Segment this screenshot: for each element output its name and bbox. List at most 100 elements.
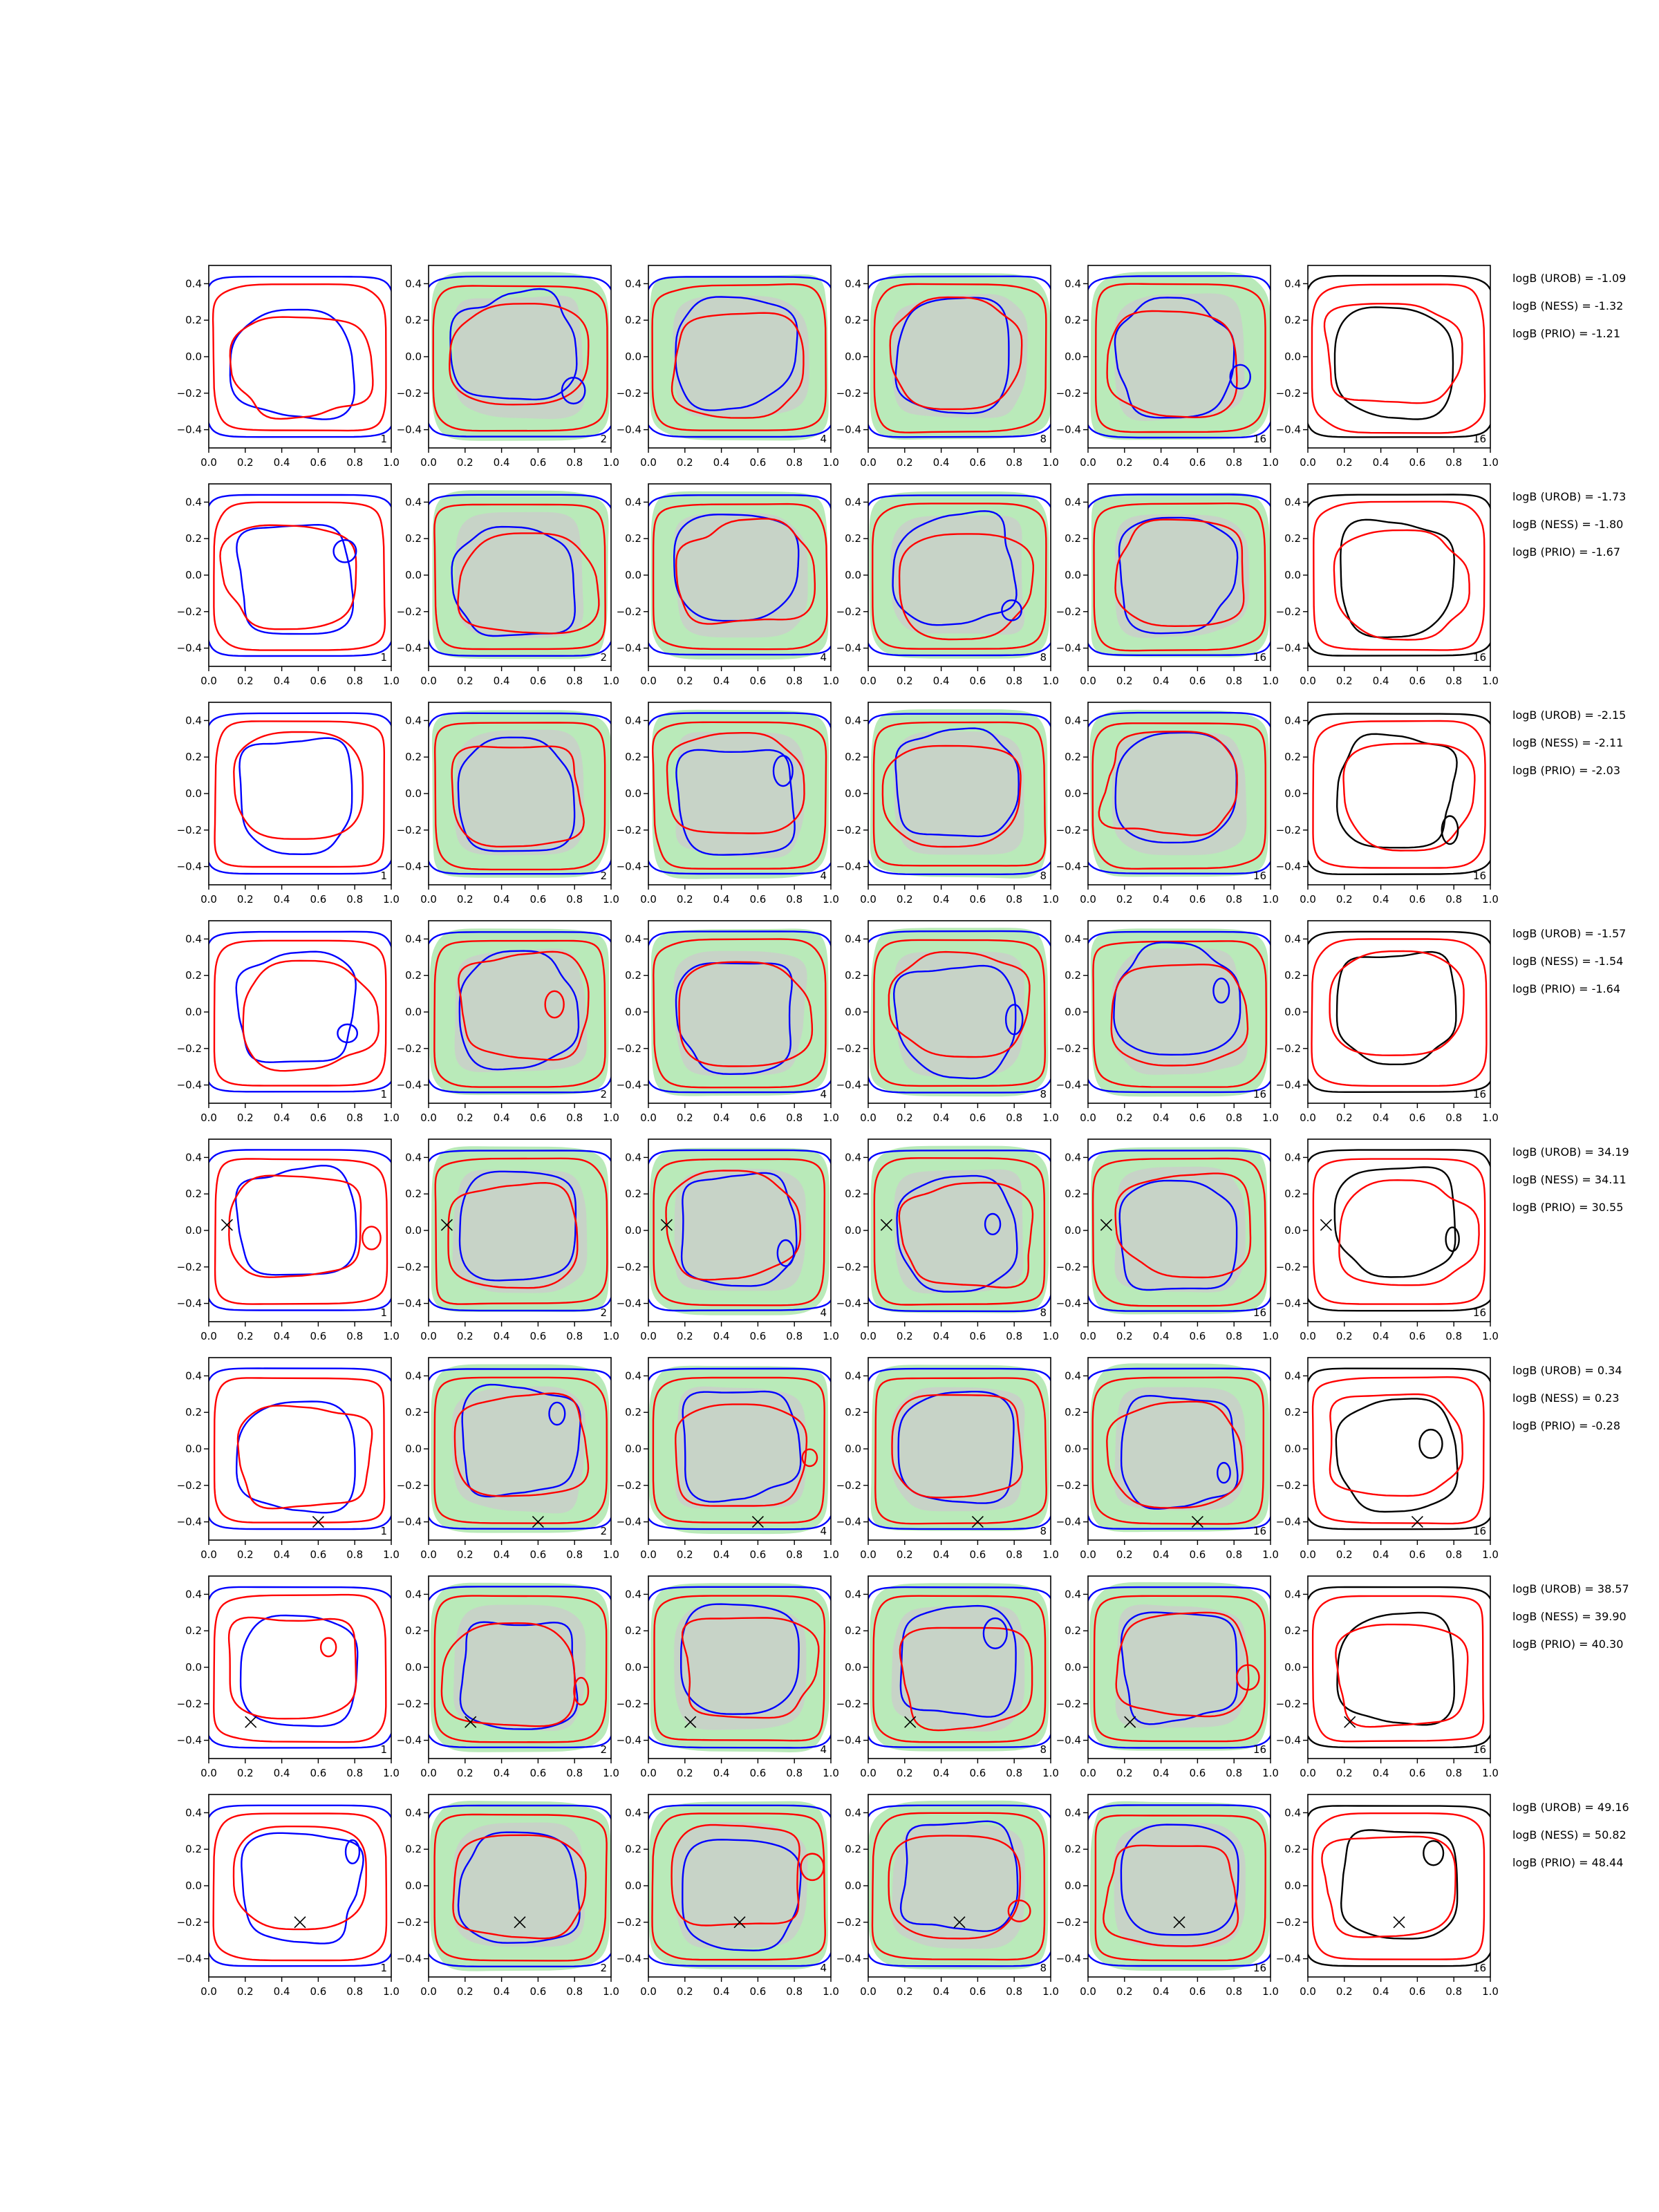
y-tick-label: −0.4 — [1056, 1734, 1081, 1747]
y-tick-label: 0.4 — [845, 1588, 861, 1600]
contour-inner-a — [1333, 306, 1454, 420]
column-tag: 16 — [1253, 1306, 1266, 1319]
x-tick-label: 0.2 — [1116, 1330, 1133, 1342]
contour-outer-a — [1088, 930, 1271, 1094]
x-tick-label: 0.2 — [897, 456, 913, 469]
contour-inner-b — [440, 1622, 576, 1727]
cross-marker — [1320, 1219, 1332, 1231]
x-tick-label: 0.6 — [1189, 456, 1206, 469]
x-tick-label: 1.0 — [1042, 1548, 1059, 1561]
x-tick-label: 0.2 — [237, 1985, 254, 1998]
contour-outer-a — [209, 1804, 391, 1967]
contour-outer-a — [209, 494, 391, 657]
contour-inner-b — [888, 950, 1031, 1058]
y-tick-label: 0.4 — [1284, 496, 1301, 508]
contour-outer-b — [1091, 1157, 1267, 1307]
x-tick-label: 0.6 — [529, 1330, 546, 1342]
bayes-factor-label: logB (UROB) = -1.57 — [1512, 927, 1626, 940]
x-tick-label: 0.2 — [897, 1985, 913, 1998]
x-tick-label: 0.0 — [420, 1548, 437, 1561]
x-tick-label: 0.6 — [969, 1985, 986, 1998]
column-tag: 8 — [1040, 1743, 1047, 1756]
contour-inner-a — [1114, 297, 1235, 419]
y-tick-label: −0.4 — [617, 1297, 641, 1310]
panel-frame — [208, 702, 392, 885]
column-tag: 1 — [380, 1743, 387, 1756]
bayes-factor-label: logB (NESS) = 34.11 — [1512, 1173, 1627, 1186]
x-tick-label: 1.0 — [823, 1112, 839, 1124]
contour-outer-a — [1308, 1149, 1490, 1312]
x-tick-label: 0.8 — [1445, 1330, 1462, 1342]
panel-r5-c2: 0.0 0.2 0.4 0.6 0.8 1.0 0.4 0.2 0.0 −0.2 −0.4 2 — [397, 1138, 619, 1342]
contour-island — [1007, 1900, 1031, 1922]
y-tick-label: 0.2 — [845, 1188, 861, 1200]
x-tick-label: 1.0 — [1042, 893, 1059, 906]
panel-r6-c2: 0.0 0.2 0.4 0.6 0.8 1.0 0.4 0.2 0.0 −0.2 −0.4 2 — [397, 1357, 619, 1561]
x-tick-label: 0.6 — [310, 1985, 326, 1998]
contour-outer-b — [653, 1595, 826, 1742]
contour-inner-b — [447, 1181, 579, 1289]
x-tick-label: 1.0 — [383, 456, 400, 469]
contour-inner-b — [1115, 1611, 1250, 1718]
cross-marker — [904, 1716, 917, 1728]
x-tick-label: 0.4 — [494, 456, 510, 469]
contour-island — [800, 1853, 825, 1882]
bayes-factor-label: logB (PRIO) = -1.64 — [1512, 982, 1620, 995]
y-tick-label: 0.2 — [845, 314, 861, 326]
y-tick-label: 0.0 — [845, 1443, 861, 1455]
contour-inner-a — [235, 1164, 357, 1276]
contour-inner-a — [238, 737, 353, 856]
bayes-factor-label: logB (NESS) = 39.90 — [1512, 1610, 1627, 1623]
x-tick-label: 0.4 — [494, 1548, 510, 1561]
x-tick-label: 1.0 — [603, 456, 619, 469]
y-tick-label: 0.0 — [405, 569, 422, 581]
contour-outer-b — [214, 1158, 388, 1305]
contour-inner-b — [1114, 1172, 1252, 1279]
column-tag: 8 — [1040, 1962, 1047, 1974]
x-tick-label: 0.0 — [860, 1112, 877, 1124]
y-tick-label: −0.4 — [1056, 1953, 1081, 1965]
column-tag: 4 — [820, 1743, 827, 1756]
contour-island — [332, 538, 357, 563]
contour-outer-a — [1088, 1586, 1271, 1749]
y-tick-label: −0.2 — [397, 1479, 422, 1492]
y-tick-label: 0.2 — [1065, 751, 1081, 763]
y-tick-label: −0.2 — [836, 1916, 861, 1929]
x-tick-label: 0.6 — [1409, 1112, 1425, 1124]
column-tag: 16 — [1473, 1306, 1486, 1319]
x-tick-label: 0.6 — [969, 456, 986, 469]
y-tick-label: 0.2 — [845, 1624, 861, 1637]
x-tick-label: 0.0 — [420, 1985, 437, 1998]
x-tick-label: 0.0 — [860, 1330, 877, 1342]
bayes-factor-label: logB (UROB) = -1.09 — [1512, 272, 1626, 285]
y-tick-label: −0.2 — [177, 1042, 202, 1055]
y-tick-label: −0.2 — [1276, 387, 1301, 400]
x-tick-label: 0.0 — [640, 1985, 657, 1998]
contour-inner-a — [682, 1839, 802, 1951]
x-tick-label: 0.2 — [1336, 1330, 1353, 1342]
contour-island — [1235, 1664, 1260, 1691]
y-tick-label: −0.4 — [1276, 1734, 1301, 1747]
contour-outer-b — [213, 501, 386, 651]
y-tick-label: −0.4 — [397, 424, 422, 436]
y-tick-label: −0.2 — [836, 606, 861, 618]
x-tick-label: 0.4 — [713, 1548, 730, 1561]
contour-inner-b — [899, 1627, 1033, 1732]
y-tick-label: 0.2 — [1065, 314, 1081, 326]
x-tick-label: 1.0 — [1482, 1985, 1499, 1998]
y-tick-label: 0.0 — [1065, 1006, 1081, 1018]
y-tick-label: 0.0 — [185, 569, 202, 581]
contour-outer-a — [868, 713, 1051, 875]
x-tick-label: 0.0 — [640, 456, 657, 469]
contour-outer-a — [1308, 930, 1490, 1093]
y-tick-label: 0.4 — [1284, 714, 1301, 727]
x-tick-label: 0.4 — [713, 1985, 730, 1998]
y-tick-label: 0.4 — [405, 277, 422, 290]
contour-inner-b — [1110, 964, 1249, 1067]
bayes-factor-label: logB (UROB) = 34.19 — [1512, 1145, 1629, 1159]
y-tick-label: 0.2 — [845, 532, 861, 545]
bayes-factor-label: logB (UROB) = -1.73 — [1512, 490, 1626, 503]
cross-marker — [294, 1916, 306, 1929]
contour-inner-a — [1335, 1398, 1459, 1513]
column-tag: 2 — [600, 870, 607, 882]
